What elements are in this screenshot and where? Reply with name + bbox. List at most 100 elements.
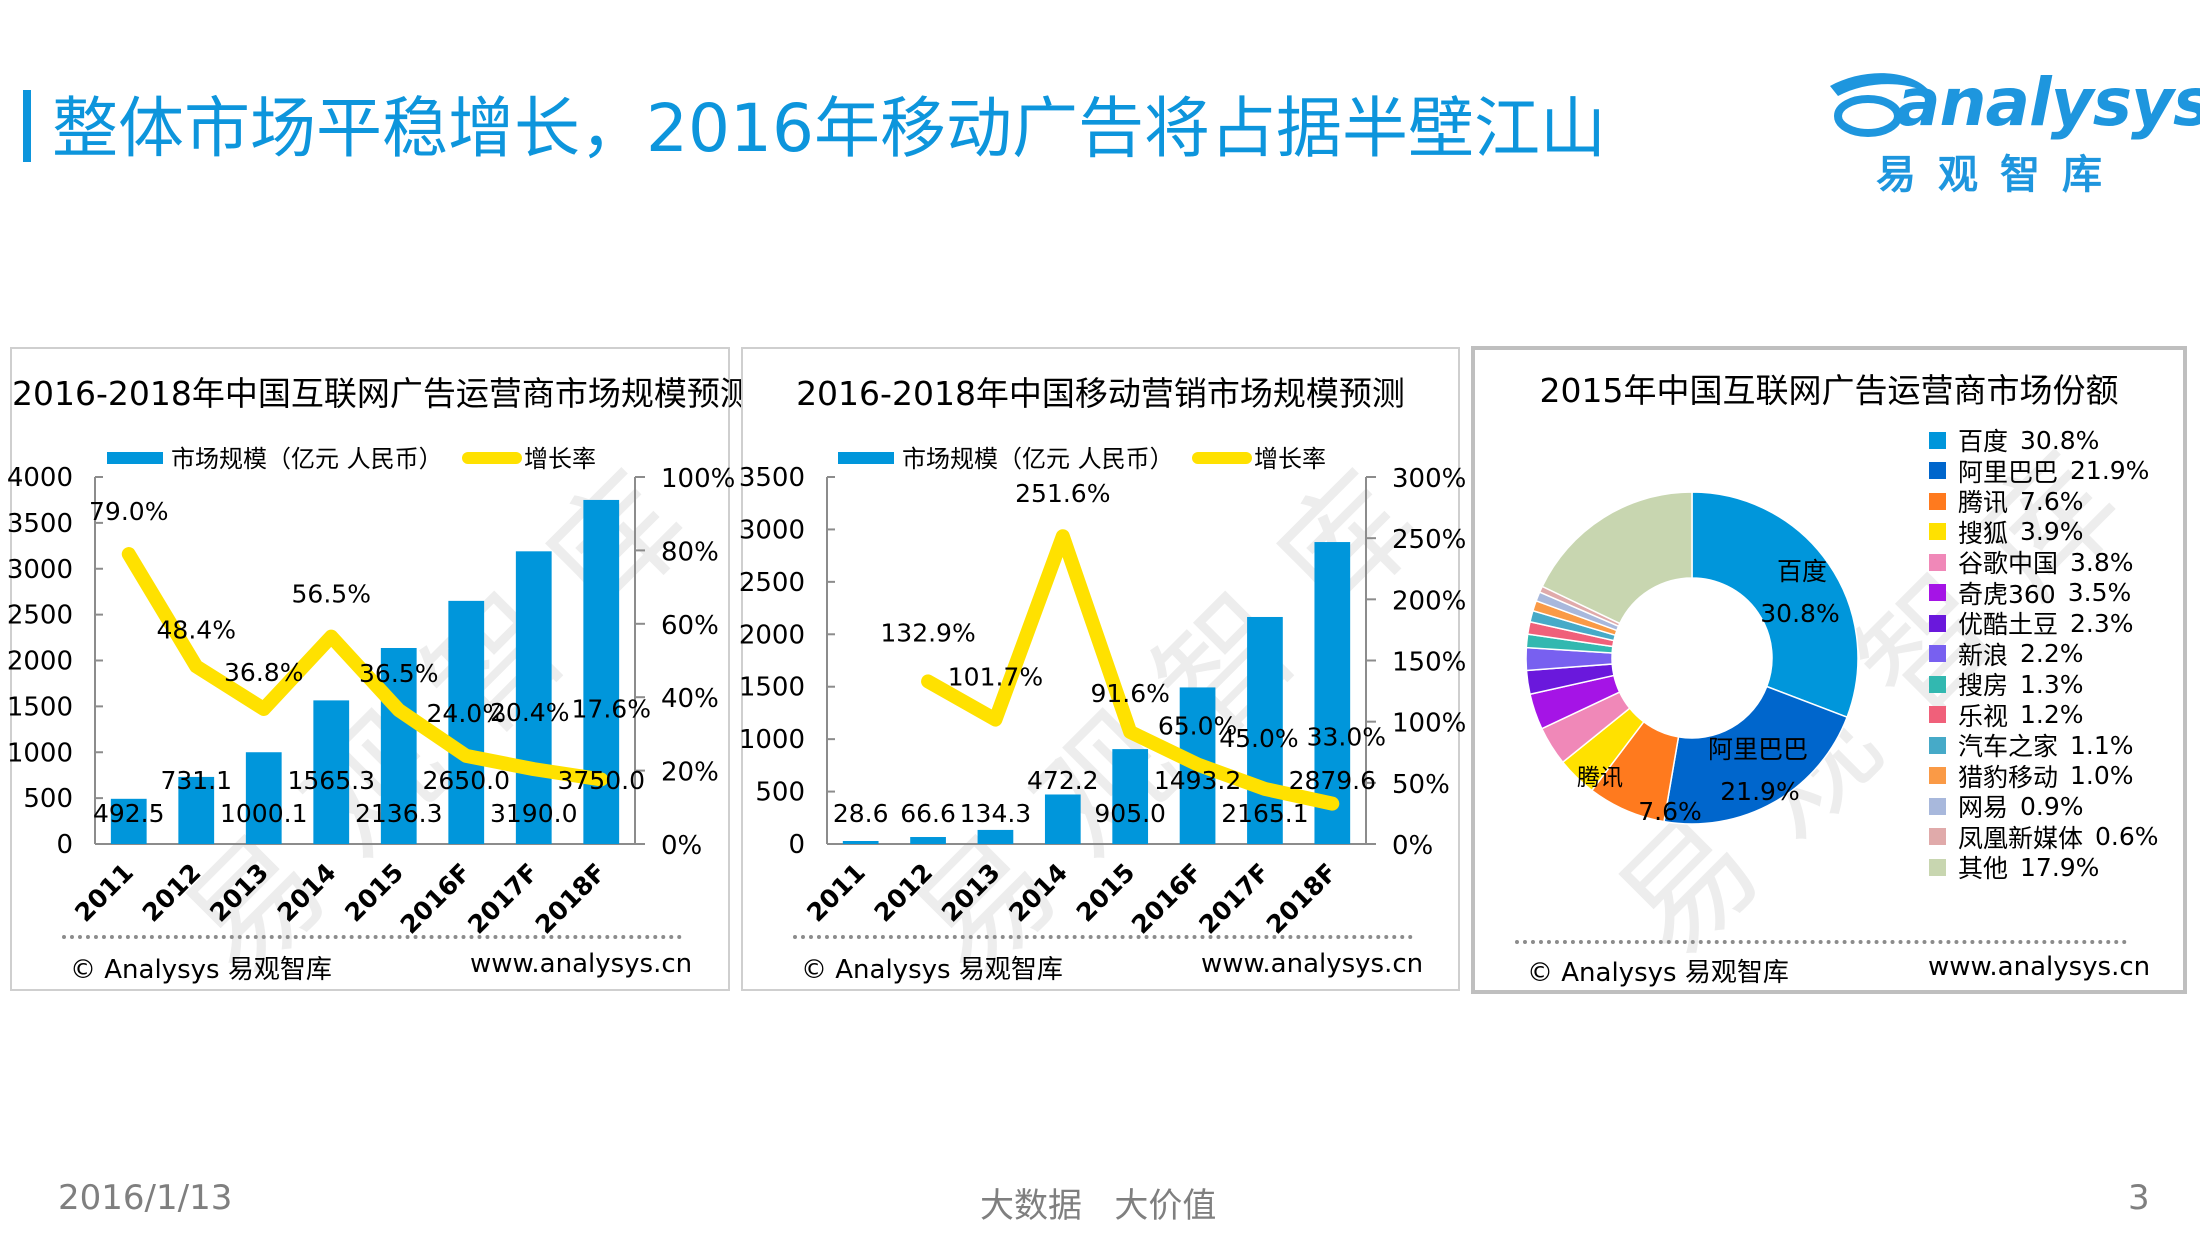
bar-2016F xyxy=(448,600,485,844)
bar-2015 xyxy=(380,647,417,844)
credit-divider xyxy=(1515,940,2127,944)
legend-value: 1.3% xyxy=(2020,669,2084,699)
right-axis-tick-label: 0% xyxy=(1392,831,1433,861)
bar-2011 xyxy=(842,841,879,844)
x-axis-label: 2011 xyxy=(801,858,871,928)
legend-swatch xyxy=(1929,462,1946,479)
legend-label: 腾讯 xyxy=(1958,488,2009,517)
growth-rate-label: 91.6% xyxy=(1090,679,1169,708)
credit-right: www.analysys.cn xyxy=(1928,952,2151,982)
legend-bar-label: 市场规模（亿元 人民币） xyxy=(171,445,443,473)
analysys-logo: analysys 易观智库 xyxy=(1826,56,2200,198)
legend-swatch xyxy=(1929,492,1946,510)
legend-label: 猎豹移动 xyxy=(1958,762,2059,792)
legend-swatch xyxy=(1929,797,1946,815)
left-axis-tick-label: 500 xyxy=(23,784,73,814)
credit-left: © Analysys 易观智库 xyxy=(801,955,1063,985)
legend-label: 奇虎360 xyxy=(1958,579,2056,609)
legend-swatch xyxy=(1929,828,1946,845)
legend-swatch xyxy=(1929,553,1946,571)
chart-title: 2015年中国互联网广告运营商市场份额 xyxy=(1539,371,2119,410)
growth-rate-label: 17.6% xyxy=(572,694,651,723)
legend-item: 搜狐 3.9% xyxy=(1929,514,2084,550)
bar-value-label: 2136.3 xyxy=(355,799,442,828)
growth-rate-label: 132.9% xyxy=(880,618,975,647)
legend-value: 1.1% xyxy=(2070,730,2134,760)
growth-rate-label: 65.0% xyxy=(1158,711,1237,740)
donut-slice-百度 xyxy=(1691,491,1859,719)
legend-swatch xyxy=(1929,736,1946,754)
legend-swatch xyxy=(1929,431,1946,449)
left-axis-tick-label: 1000 xyxy=(739,725,805,755)
left-axis-tick-label: 500 xyxy=(755,778,805,808)
bar-value-label: 905.0 xyxy=(1094,799,1166,828)
bar-value-label: 66.6 xyxy=(900,799,956,828)
right-axis-tick-label: 100% xyxy=(1392,709,1466,739)
left-axis-tick-label: 2500 xyxy=(7,601,73,631)
legend-swatch xyxy=(1929,584,1946,601)
x-axis-label: 2012 xyxy=(137,858,207,928)
bar-2013 xyxy=(977,829,1014,844)
legend-item: 搜房 1.3% xyxy=(1929,666,2084,702)
left-axis-tick-label: 3000 xyxy=(739,515,805,545)
legend-value: 2.2% xyxy=(2020,639,2084,668)
credit-left: © Analysys 易观智库 xyxy=(70,955,332,985)
page-title: 整体市场平稳增长，2016年移动广告将占据半壁江山 xyxy=(52,90,1606,167)
legend-value: 1.2% xyxy=(2020,700,2084,729)
bar-value-label: 1565.3 xyxy=(288,766,375,795)
legend-label: 乐视 xyxy=(1958,701,2009,731)
right-axis-tick-label: 50% xyxy=(1392,770,1450,800)
bar-2018F xyxy=(583,499,620,844)
legend-label: 百度 xyxy=(1958,427,2009,456)
legend-value: 1.0% xyxy=(2070,761,2134,790)
legend-item: 腾讯 7.6% xyxy=(1929,483,2084,519)
legend-swatch xyxy=(1929,645,1946,662)
right-axis-tick-label: 60% xyxy=(661,611,719,641)
legend-label: 搜房 xyxy=(1958,671,2009,700)
right-axis-tick-label: 40% xyxy=(661,684,719,714)
legend-item: 猎豹移动 1.0% xyxy=(1929,758,2134,794)
footer-slogan: 大数据 大价值 xyxy=(980,1186,1217,1226)
legend-value: 3.5% xyxy=(2067,578,2132,607)
left-axis-tick-label: 1500 xyxy=(739,673,805,703)
legend-line-label: 增长率 xyxy=(1254,445,1326,473)
donut-label-name: 阿里巴巴 xyxy=(1708,735,1808,764)
bar-value-label: 134.3 xyxy=(960,799,1032,828)
credit-divider xyxy=(793,935,1413,939)
left-axis-tick-label: 3000 xyxy=(7,555,73,585)
legend-value: 3.8% xyxy=(2070,547,2134,577)
bar-2015 xyxy=(1112,749,1149,844)
bar-value-label: 1000.1 xyxy=(220,799,307,828)
credit-right: www.analysys.cn xyxy=(1201,949,1424,979)
bar-value-label: 2879.6 xyxy=(1289,766,1376,795)
donut-label-value: 21.9% xyxy=(1720,777,1799,806)
bar-2017F xyxy=(1247,616,1283,844)
legend-label: 搜狐 xyxy=(1958,518,2009,548)
growth-rate-label: 48.4% xyxy=(157,615,236,644)
bar-2018F xyxy=(1314,542,1351,844)
x-axis-label: 2017F xyxy=(462,858,544,940)
growth-rate-line xyxy=(121,547,609,787)
legend-label: 汽车之家 xyxy=(1958,732,2059,761)
x-axis-label: 2018F xyxy=(530,858,612,940)
chart-title: 2016-2018年中国移动营销市场规模预测 xyxy=(796,374,1405,413)
legend-item: 新浪 2.2% xyxy=(1929,636,2084,672)
legend-value: 0.6% xyxy=(2095,822,2159,851)
legend-item: 凤凰新媒体 0.6% xyxy=(1929,819,2159,855)
donut-slice-阿里巴巴 xyxy=(1663,685,1849,825)
growth-rate-label: 36.5% xyxy=(359,659,438,688)
x-axis-label: 2014 xyxy=(1003,858,1073,928)
x-axis-label: 2013 xyxy=(936,858,1006,928)
legend-bar-swatch xyxy=(838,452,894,464)
bar-2013 xyxy=(245,752,282,844)
bar-value-label: 3750.0 xyxy=(558,766,645,795)
donut-slice-其他 xyxy=(1541,491,1693,625)
legend-value: 30.8% xyxy=(2020,425,2100,455)
bar-2017F xyxy=(515,551,552,844)
bar-value-label: 492.5 xyxy=(93,799,165,828)
growth-rate-label: 45.0% xyxy=(1219,724,1298,753)
legend-item: 网易 0.9% xyxy=(1929,788,2084,824)
bar-2012 xyxy=(910,837,946,844)
bar-value-label: 1493.2 xyxy=(1154,766,1241,795)
right-axis-tick-label: 250% xyxy=(1392,525,1466,555)
